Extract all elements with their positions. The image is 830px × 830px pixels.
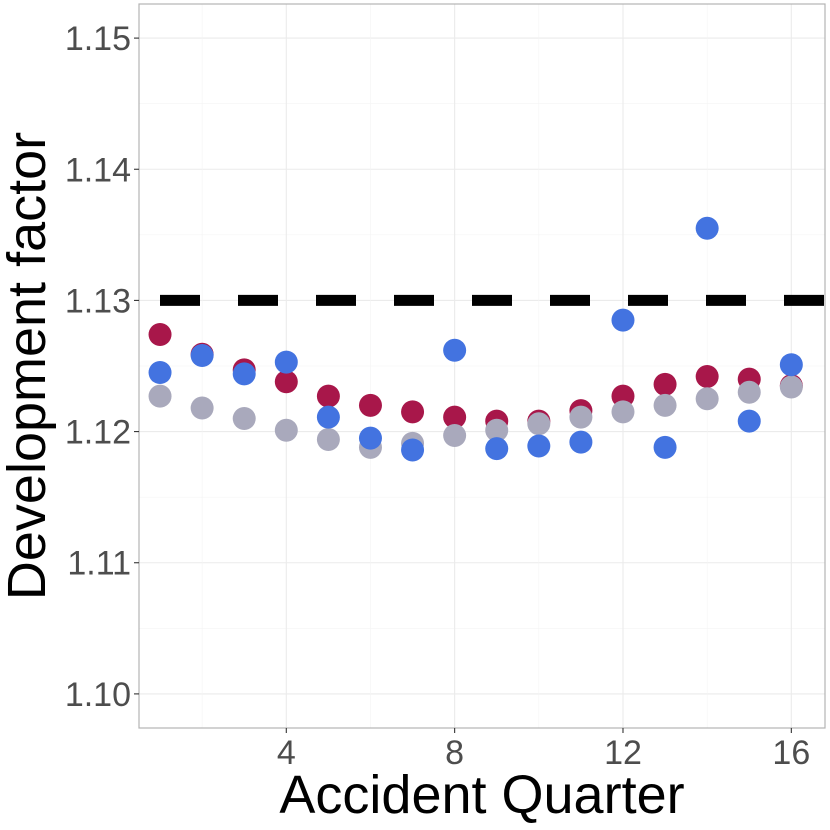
- data-point: [653, 435, 677, 459]
- data-point: [358, 426, 382, 450]
- data-point: [316, 384, 340, 408]
- y-axis-ticks: 1.10 1.11 1.12 1.13 1.14 1.15: [65, 20, 139, 714]
- data-point: [443, 338, 467, 362]
- data-point: [274, 418, 298, 442]
- y-tick-label: 1.11: [67, 545, 131, 583]
- data-point: [358, 393, 382, 417]
- data-point: [148, 323, 172, 347]
- data-point: [190, 396, 214, 420]
- data-point: [779, 353, 803, 377]
- y-tick-label: 1.10: [65, 676, 131, 714]
- data-point: [737, 380, 761, 404]
- data-point: [695, 387, 719, 411]
- y-tick-label: 1.14: [65, 151, 131, 189]
- data-point: [316, 427, 340, 451]
- data-points: [148, 216, 803, 462]
- data-point: [190, 344, 214, 368]
- data-point: [401, 400, 425, 424]
- y-tick-label: 1.12: [65, 414, 131, 452]
- data-point: [485, 437, 509, 461]
- x-axis-ticks: 4 8 12 16: [277, 728, 810, 772]
- data-point: [316, 405, 340, 429]
- data-point: [485, 418, 509, 442]
- data-point: [611, 400, 635, 424]
- data-point: [569, 430, 593, 454]
- data-point: [148, 384, 172, 408]
- x-axis-title: Accident Quarter: [279, 765, 684, 825]
- data-point: [527, 412, 551, 436]
- data-point: [527, 434, 551, 458]
- data-point: [232, 406, 256, 430]
- data-point: [695, 216, 719, 240]
- data-point: [274, 350, 298, 374]
- data-point: [611, 384, 635, 408]
- data-point: [274, 370, 298, 394]
- y-tick-label: 1.15: [65, 20, 131, 58]
- data-point: [148, 361, 172, 385]
- x-tick-label: 12: [604, 734, 642, 772]
- y-tick-label: 1.13: [65, 282, 131, 320]
- data-point: [401, 438, 425, 462]
- x-tick-label: 16: [772, 734, 810, 772]
- plot-panel: [138, 3, 826, 729]
- data-point: [569, 405, 593, 429]
- data-point: [737, 409, 761, 433]
- data-point: [611, 308, 635, 332]
- data-point: [443, 405, 467, 429]
- x-tick-label: 4: [277, 734, 296, 772]
- data-point: [232, 362, 256, 386]
- x-tick-label: 8: [445, 734, 464, 772]
- data-point: [779, 375, 803, 399]
- data-point: [653, 393, 677, 417]
- data-point: [695, 364, 719, 388]
- data-point: [653, 372, 677, 396]
- y-axis-title: Development factor: [0, 132, 57, 600]
- data-point: [443, 424, 467, 448]
